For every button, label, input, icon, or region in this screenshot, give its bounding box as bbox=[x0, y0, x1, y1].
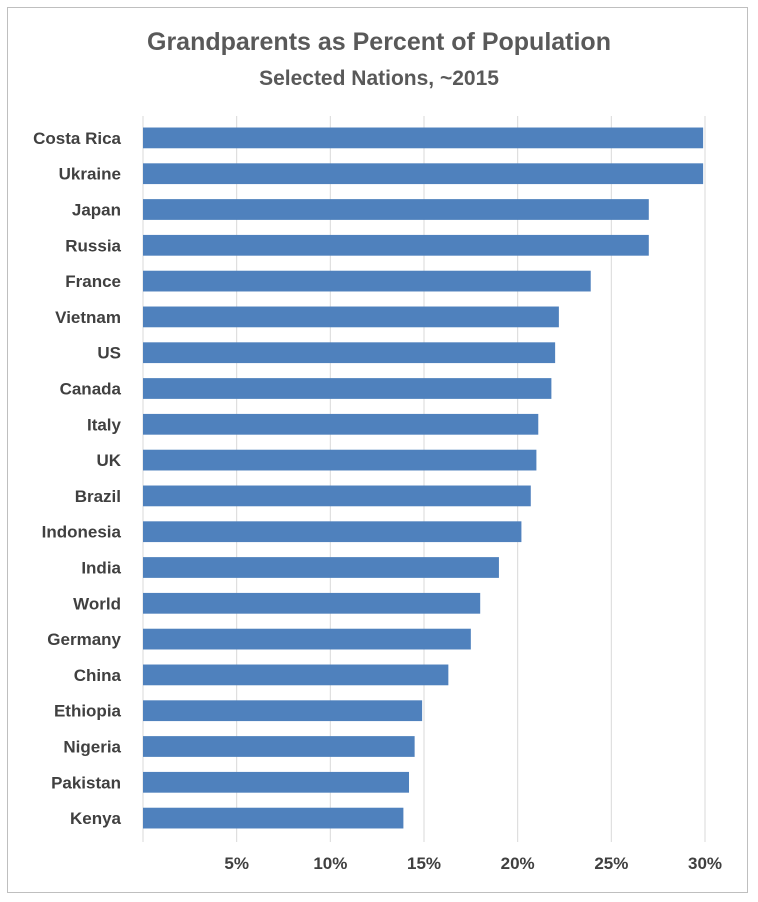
category-label: Russia bbox=[65, 236, 121, 255]
x-tick-label: 15% bbox=[407, 854, 441, 873]
bar-russia bbox=[143, 234, 649, 256]
category-label: Vietnam bbox=[55, 308, 121, 327]
x-tick-label: 25% bbox=[594, 854, 628, 873]
category-label: UK bbox=[96, 451, 121, 470]
category-label: World bbox=[73, 594, 121, 613]
bar-brazil bbox=[143, 485, 531, 507]
x-tick-label: 30% bbox=[688, 854, 722, 873]
bar-japan bbox=[143, 199, 649, 220]
bar-ethiopia bbox=[143, 700, 423, 722]
category-label: Kenya bbox=[70, 809, 122, 828]
bar-canada bbox=[143, 378, 552, 399]
category-label: Pakistan bbox=[51, 773, 121, 792]
bar-pakistan bbox=[143, 771, 410, 793]
category-label: France bbox=[65, 272, 121, 291]
category-label: Ukraine bbox=[59, 165, 121, 184]
bar-world bbox=[143, 592, 481, 614]
x-tick-label: 5% bbox=[224, 854, 249, 873]
bar-ukraine bbox=[143, 163, 704, 185]
bar-kenya bbox=[143, 807, 404, 829]
chart-title: Grandparents as Percent of Population bbox=[147, 28, 611, 56]
category-label: Italy bbox=[87, 415, 122, 434]
bar-india bbox=[143, 557, 499, 578]
bar-indonesia bbox=[143, 521, 522, 543]
bar-vietnam bbox=[143, 306, 559, 328]
category-label: Germany bbox=[47, 630, 121, 649]
category-label: China bbox=[74, 666, 122, 685]
bar-us bbox=[143, 342, 556, 364]
bar-germany bbox=[143, 628, 471, 650]
category-label: Costa Rica bbox=[33, 129, 121, 148]
bar-france bbox=[143, 270, 591, 292]
category-label: Brazil bbox=[75, 487, 121, 506]
chart-subtitle: Selected Nations, ~2015 bbox=[259, 67, 499, 90]
bar-china bbox=[143, 664, 449, 686]
x-tick-label: 20% bbox=[501, 854, 535, 873]
category-label: Indonesia bbox=[42, 523, 122, 542]
category-label: Ethiopia bbox=[54, 702, 122, 721]
category-label: Japan bbox=[72, 201, 121, 220]
category-label: Canada bbox=[60, 380, 122, 399]
category-label: Nigeria bbox=[63, 738, 121, 757]
bar-uk bbox=[143, 449, 537, 471]
x-tick-label: 10% bbox=[313, 854, 347, 873]
category-label: India bbox=[81, 559, 121, 578]
bar-costa-rica bbox=[143, 127, 704, 149]
bar-italy bbox=[143, 413, 539, 435]
bar-nigeria bbox=[143, 736, 415, 757]
category-label: US bbox=[97, 344, 121, 363]
